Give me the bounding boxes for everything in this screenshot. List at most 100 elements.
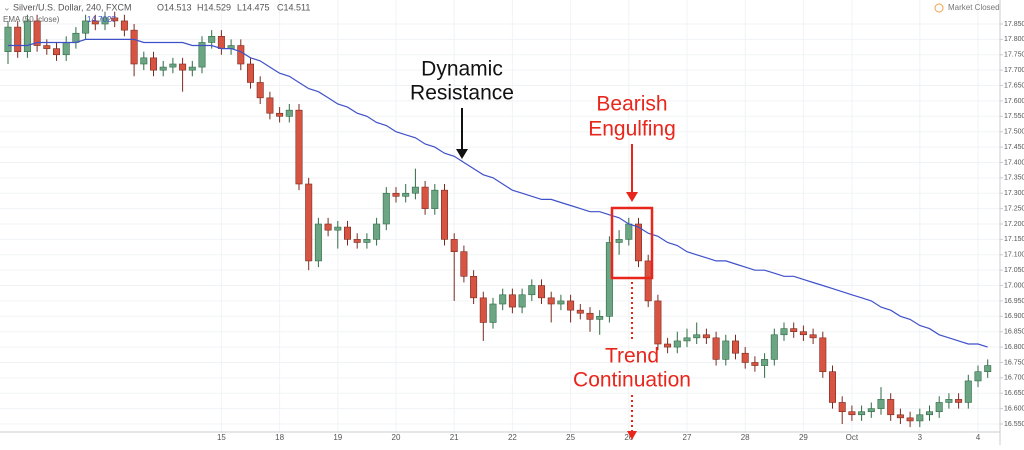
candle-body xyxy=(43,45,51,49)
candle-body xyxy=(935,402,943,412)
status-icon xyxy=(934,3,944,13)
candle-body xyxy=(925,411,933,416)
y-tick-label: 17.750 xyxy=(1004,52,1024,59)
x-tick-label: 25 xyxy=(566,433,575,442)
candle-body xyxy=(848,411,856,416)
candle-body xyxy=(819,337,827,372)
y-tick-label: 17.000 xyxy=(1004,282,1024,289)
candle-body xyxy=(741,352,749,363)
candle-body xyxy=(276,112,284,117)
highlight-box xyxy=(610,206,654,280)
candle-body xyxy=(421,186,429,209)
menu-icon[interactable]: ⌄ xyxy=(3,2,11,12)
x-tick-label: 3 xyxy=(918,433,923,442)
candle-body xyxy=(945,399,953,403)
candle-body xyxy=(101,17,109,25)
candle-body xyxy=(673,340,681,348)
candle-body xyxy=(518,294,526,308)
candle-body xyxy=(605,242,613,317)
candle-body xyxy=(702,334,710,339)
candle-body xyxy=(596,316,604,320)
candle-body xyxy=(14,26,22,52)
x-tick-label: 20 xyxy=(392,433,401,442)
candle-body xyxy=(615,239,623,243)
candle-body xyxy=(508,294,516,308)
candle-body xyxy=(984,365,992,372)
candle-body xyxy=(722,340,730,360)
x-tick-label: 29 xyxy=(799,433,808,442)
y-tick-label: 16.800 xyxy=(1004,344,1024,351)
y-tick-label: 16.900 xyxy=(1004,313,1024,320)
candle-body xyxy=(52,48,60,56)
arrow-head xyxy=(456,149,468,159)
candle-body xyxy=(295,109,303,185)
x-tick-label: 26 xyxy=(624,433,633,442)
arrow-head xyxy=(627,431,637,440)
candle-body xyxy=(159,66,167,71)
indicator-name[interactable]: EMA (50, close) xyxy=(3,15,60,24)
annotation: Bearish xyxy=(596,93,667,116)
candle-body xyxy=(247,63,255,83)
candle-body xyxy=(683,337,691,342)
candle-body xyxy=(906,417,914,422)
y-tick-label: 16.850 xyxy=(1004,329,1024,336)
candle-body xyxy=(382,192,390,225)
y-tick-label: 17.600 xyxy=(1004,98,1024,105)
candle-body xyxy=(72,32,80,43)
candle-body xyxy=(547,297,555,305)
symbol: Silver/U.S. Dollar, 240, FXCM xyxy=(13,2,132,12)
candle-body xyxy=(305,183,313,262)
ohlc-high: H14.529 xyxy=(197,2,231,12)
y-tick-label: 17.150 xyxy=(1004,236,1024,243)
x-tick-label: 4 xyxy=(976,433,981,442)
annotation: Dynamic xyxy=(421,58,503,81)
x-tick-label: 27 xyxy=(683,433,692,442)
ohlc-open: O14.513 xyxy=(157,2,192,12)
candle-body xyxy=(644,260,652,302)
y-tick-label: 17.250 xyxy=(1004,205,1024,212)
x-tick-label: 28 xyxy=(741,433,750,442)
candle-body xyxy=(431,189,439,209)
annotation: Trend xyxy=(605,345,659,368)
candle-body xyxy=(188,66,196,71)
candle-body xyxy=(809,334,817,339)
ohlc-low: L14.475 xyxy=(237,2,270,12)
y-tick-label: 16.950 xyxy=(1004,298,1024,305)
candle-body xyxy=(537,285,545,299)
candle-body xyxy=(140,57,148,65)
x-tick-label: 21 xyxy=(450,433,459,442)
candle-body xyxy=(120,20,128,31)
candle-body xyxy=(111,17,119,22)
candle-body xyxy=(567,300,575,311)
candle-body xyxy=(770,334,778,360)
candle-body xyxy=(974,371,982,382)
y-tick-label: 17.450 xyxy=(1004,144,1024,151)
candle-body xyxy=(557,300,565,305)
candle-body xyxy=(761,359,769,366)
market-status: Market Closed xyxy=(948,3,1000,12)
x-tick-label: 15 xyxy=(217,433,226,442)
candle-body xyxy=(392,192,400,197)
candle-body xyxy=(790,328,798,332)
annotation: Engulfing xyxy=(588,118,676,141)
candle-body xyxy=(625,223,633,240)
arrow-head xyxy=(626,192,638,202)
candle-body xyxy=(460,251,468,277)
candle-body xyxy=(877,399,885,409)
candle-body xyxy=(169,63,177,68)
y-tick-label: 17.700 xyxy=(1004,67,1024,74)
candle-body xyxy=(256,82,264,99)
candle-body xyxy=(150,57,158,71)
candle-body xyxy=(887,399,895,416)
candle-body xyxy=(411,186,419,194)
candle-body xyxy=(237,45,245,65)
plot xyxy=(4,11,992,428)
y-tick-label: 17.400 xyxy=(1004,159,1024,166)
candle-body xyxy=(402,192,410,197)
x-axis-band xyxy=(0,432,1000,445)
candle-body xyxy=(896,414,904,419)
candle-body xyxy=(528,285,536,296)
candle-body xyxy=(955,399,963,403)
candle-body xyxy=(266,97,274,114)
y-tick-label: 16.650 xyxy=(1004,390,1024,397)
